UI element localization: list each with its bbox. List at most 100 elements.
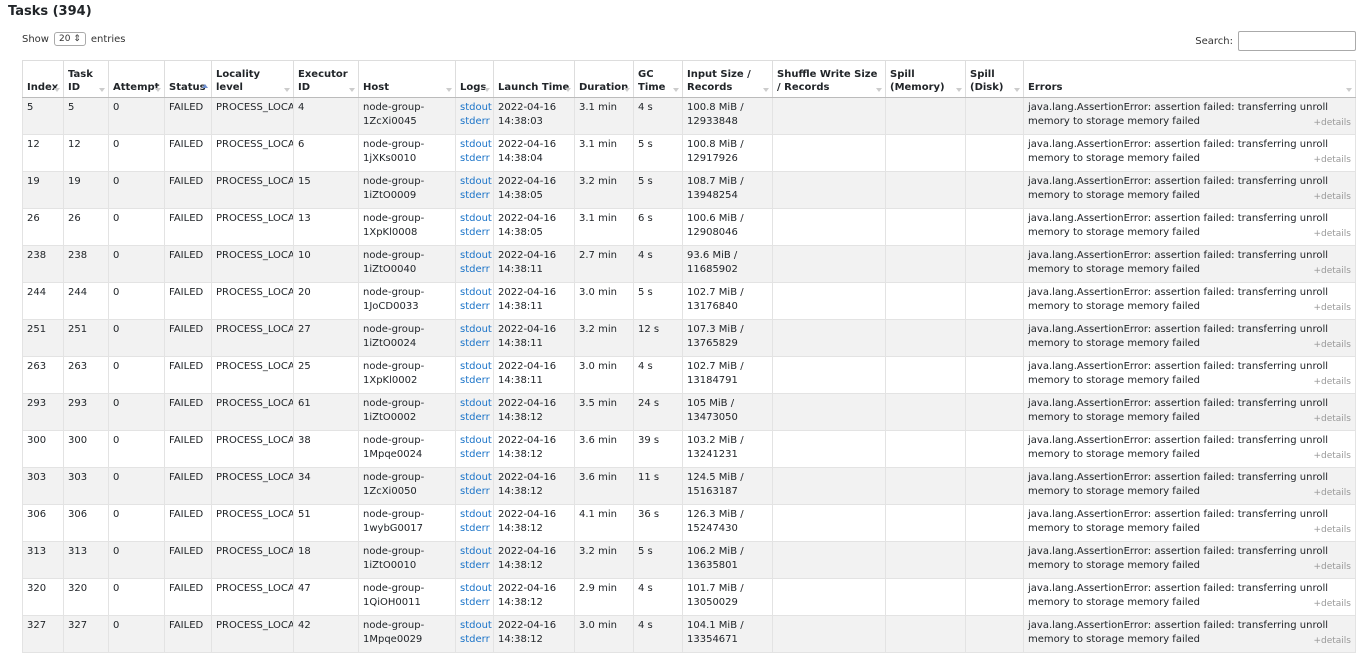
column-header[interactable]: Index: [22, 60, 64, 98]
cell: java.lang.AssertionError: assertion fail…: [1023, 245, 1356, 283]
log-link[interactable]: stdout: [460, 546, 492, 557]
cell: 100.8 MiB / 12933848: [682, 97, 773, 135]
details-link[interactable]: +details: [1313, 118, 1351, 128]
search-control: Search:: [1195, 31, 1356, 51]
log-link[interactable]: stderr: [460, 523, 490, 534]
cell: [965, 578, 1024, 616]
column-header[interactable]: Duration: [574, 60, 634, 98]
cell: FAILED: [164, 356, 212, 394]
details-link[interactable]: +details: [1313, 562, 1351, 572]
details-link[interactable]: +details: [1313, 377, 1351, 387]
column-header-label: Attempt: [113, 82, 160, 93]
log-link[interactable]: stdout: [460, 435, 492, 446]
details-link[interactable]: +details: [1313, 488, 1351, 498]
log-link[interactable]: stdout: [460, 509, 492, 520]
details-link[interactable]: +details: [1313, 155, 1351, 165]
cell: java.lang.AssertionError: assertion fail…: [1023, 208, 1356, 246]
details-link[interactable]: +details: [1313, 451, 1351, 461]
input-text: 126.3 MiB / 15247430: [687, 509, 744, 534]
log-link[interactable]: stdout: [460, 583, 492, 594]
log-link[interactable]: stderr: [460, 449, 490, 460]
locality-text: PROCESS_LOCAL: [216, 361, 294, 372]
column-header[interactable]: Launch Time: [493, 60, 575, 98]
column-header[interactable]: Attempt: [108, 60, 165, 98]
log-link[interactable]: stderr: [460, 153, 490, 164]
details-link[interactable]: +details: [1313, 599, 1351, 609]
cell: FAILED: [164, 134, 212, 172]
column-header[interactable]: Spill (Memory): [885, 60, 966, 98]
column-header[interactable]: Input Size / Records: [682, 60, 773, 98]
log-link[interactable]: stdout: [460, 287, 492, 298]
log-link[interactable]: stderr: [460, 634, 490, 645]
log-link[interactable]: stderr: [460, 264, 490, 275]
details-link[interactable]: +details: [1313, 525, 1351, 535]
column-header[interactable]: Host: [358, 60, 456, 98]
locality-text: PROCESS_LOCAL: [216, 176, 294, 187]
cell: 107.3 MiB / 13765829: [682, 319, 773, 357]
log-link[interactable]: stdout: [460, 361, 492, 372]
cell: [772, 578, 886, 616]
details-link[interactable]: +details: [1313, 340, 1351, 350]
cell: 2022-04-16 14:38:04: [493, 134, 575, 172]
attempt-text: 0: [113, 102, 120, 113]
status-text: FAILED: [169, 583, 204, 594]
log-link[interactable]: stderr: [460, 116, 490, 127]
log-link[interactable]: stderr: [460, 597, 490, 608]
column-header[interactable]: Spill (Disk): [965, 60, 1024, 98]
log-link[interactable]: stdout: [460, 176, 492, 187]
details-link[interactable]: +details: [1313, 636, 1351, 646]
executor-text: 6: [298, 139, 305, 150]
log-link[interactable]: stdout: [460, 472, 492, 483]
details-link[interactable]: +details: [1313, 192, 1351, 202]
column-header[interactable]: Logs: [455, 60, 494, 98]
log-link[interactable]: stdout: [460, 139, 492, 150]
log-link[interactable]: stderr: [460, 190, 490, 201]
cell: 2022-04-16 14:38:11: [493, 356, 575, 394]
page-size-select[interactable]: 20 ⇕: [53, 32, 86, 46]
log-link[interactable]: stderr: [460, 338, 490, 349]
log-link[interactable]: stdout: [460, 398, 492, 409]
log-link[interactable]: stderr: [460, 375, 490, 386]
cell: 102.7 MiB / 13184791: [682, 356, 773, 394]
search-input[interactable]: [1238, 31, 1356, 51]
log-link[interactable]: stderr: [460, 301, 490, 312]
log-link[interactable]: stderr: [460, 412, 490, 423]
column-header[interactable]: Locality level: [211, 60, 294, 98]
locality-text: PROCESS_LOCAL: [216, 250, 294, 261]
host-text: node-group-1ZcXi0050: [363, 472, 425, 497]
column-header[interactable]: Errors: [1023, 60, 1356, 98]
sort-icon: [446, 88, 452, 92]
log-link[interactable]: stdout: [460, 250, 492, 261]
details-link[interactable]: +details: [1313, 229, 1351, 239]
log-link[interactable]: stdout: [460, 620, 492, 631]
column-header[interactable]: GC Time: [633, 60, 683, 98]
details-link[interactable]: +details: [1313, 303, 1351, 313]
log-link[interactable]: stdout: [460, 102, 492, 113]
cell: 100.6 MiB / 12908046: [682, 208, 773, 246]
log-link[interactable]: stderr: [460, 227, 490, 238]
log-link[interactable]: stdout: [460, 213, 492, 224]
log-link[interactable]: stderr: [460, 560, 490, 571]
column-header[interactable]: Shuffle Write Size / Records: [772, 60, 886, 98]
cell: [885, 208, 966, 246]
details-link[interactable]: +details: [1313, 266, 1351, 276]
cell: java.lang.AssertionError: assertion fail…: [1023, 134, 1356, 172]
column-header[interactable]: Task ID: [63, 60, 109, 98]
cell: 12 s: [633, 319, 683, 357]
error-text: java.lang.AssertionError: assertion fail…: [1028, 250, 1329, 275]
cell: FAILED: [164, 97, 212, 135]
column-header[interactable]: Executor ID: [293, 60, 359, 98]
duration-text: 3.1 min: [579, 213, 617, 224]
log-link[interactable]: stderr: [460, 486, 490, 497]
host-text: node-group-1Mpqe0029: [363, 620, 425, 645]
column-header-label: GC Time: [638, 69, 666, 93]
cell: PROCESS_LOCAL: [211, 356, 294, 394]
cell: 19: [22, 171, 64, 209]
input-text: 106.2 MiB / 13635801: [687, 546, 744, 571]
column-header-label: Shuffle Write Size / Records: [777, 69, 878, 93]
cell: [772, 356, 886, 394]
column-header[interactable]: Status: [164, 60, 212, 98]
task-id-text: 313: [68, 546, 88, 557]
log-link[interactable]: stdout: [460, 324, 492, 335]
details-link[interactable]: +details: [1313, 414, 1351, 424]
